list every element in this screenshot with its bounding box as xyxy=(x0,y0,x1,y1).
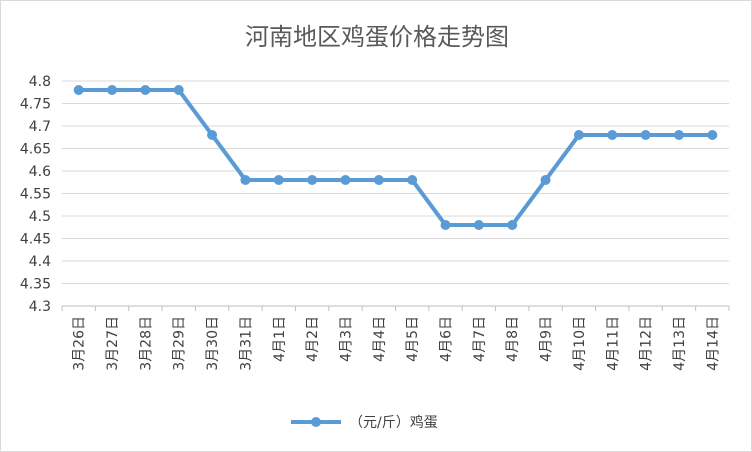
x-tick-label: 3月28日 xyxy=(138,316,154,371)
data-point xyxy=(673,130,684,140)
y-tick-label: 4.55 xyxy=(20,187,51,203)
y-tick-label: 4.4 xyxy=(29,254,51,270)
x-tick-label: 4月1日 xyxy=(272,316,288,362)
x-tick-label: 4月9日 xyxy=(539,316,555,362)
data-point xyxy=(273,175,284,185)
legend: （元/斤）鸡蛋 xyxy=(291,414,438,431)
x-tick-label: 3月29日 xyxy=(172,316,188,371)
legend-marker-swatch xyxy=(311,417,321,427)
y-tick-label: 4.7 xyxy=(29,119,51,135)
y-tick-label: 4.45 xyxy=(20,232,51,248)
data-point xyxy=(373,175,384,185)
x-tick-label: 4月2日 xyxy=(305,316,321,362)
data-point xyxy=(140,85,151,95)
data-point xyxy=(540,175,551,185)
data-point xyxy=(473,220,484,230)
x-tick-label: 4月8日 xyxy=(505,316,521,362)
data-point xyxy=(507,220,518,230)
x-tick-label: 4月13日 xyxy=(672,316,688,371)
series-layer xyxy=(73,85,718,230)
chart-title: 河南地区鸡蛋价格走势图 xyxy=(245,23,509,51)
x-axis-ticks: 3月26日 3月27日 3月28日 3月29日 3月30日 3月31日 4月1日 4月2日 4月… xyxy=(61,306,730,371)
x-tick-label: 3月31日 xyxy=(238,316,254,371)
y-tick-label: 4.8 xyxy=(29,74,51,90)
data-point xyxy=(407,175,418,185)
data-point xyxy=(607,130,618,140)
y-tick-label: 4.6 xyxy=(29,164,51,180)
data-point xyxy=(307,175,318,185)
data-point xyxy=(573,130,584,140)
x-tick-label: 3月26日 xyxy=(72,316,88,371)
x-tick-label: 4月7日 xyxy=(472,316,488,362)
x-tick-label: 3月27日 xyxy=(105,316,121,371)
x-tick-label: 4月10日 xyxy=(572,316,588,371)
x-tick-label: 4月5日 xyxy=(405,316,421,362)
data-point xyxy=(340,175,351,185)
x-tick-label: 4月6日 xyxy=(439,316,455,362)
y-axis-ticks: 4.3 4.35 4.4 4.45 4.5 4.55 4.6 4.65 4.7 4.75 4.8 xyxy=(20,74,51,315)
x-tick-label: 4月3日 xyxy=(338,316,354,362)
y-tick-label: 4.75 xyxy=(20,97,51,113)
x-tick-label: 3月30日 xyxy=(205,316,221,371)
data-point xyxy=(440,220,451,230)
series-line xyxy=(78,88,713,227)
legend-label: （元/斤）鸡蛋 xyxy=(349,414,438,431)
gridlines xyxy=(62,80,729,307)
x-tick-label: 4月14日 xyxy=(705,316,721,371)
data-point xyxy=(640,130,651,140)
data-point xyxy=(107,85,118,95)
x-tick-label: 4月11日 xyxy=(605,316,621,371)
x-tick-label: 4月4日 xyxy=(372,316,388,362)
y-tick-label: 4.35 xyxy=(20,277,51,293)
data-point xyxy=(207,130,218,140)
data-point xyxy=(240,175,251,185)
data-point xyxy=(73,85,84,95)
data-point xyxy=(173,85,184,95)
y-tick-label: 4.3 xyxy=(29,299,51,315)
y-tick-label: 4.65 xyxy=(20,142,51,158)
data-point xyxy=(707,130,718,140)
x-tick-label: 4月12日 xyxy=(639,316,655,371)
y-tick-label: 4.5 xyxy=(29,209,51,225)
